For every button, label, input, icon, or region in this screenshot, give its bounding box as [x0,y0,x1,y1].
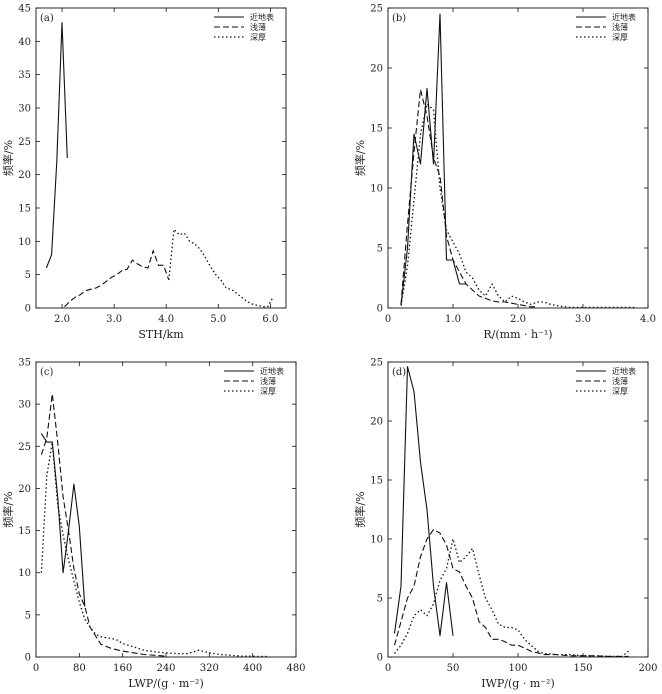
series-line-1 [40,433,86,607]
y-tick-label: 30 [18,104,31,115]
panel-label: (c) [40,367,54,378]
x-tick-label: 2.0 [510,314,526,325]
x-tick-label: 400 [243,663,262,674]
y-axis-title: 频率/% [353,140,367,176]
x-tick-label: 3.0 [106,314,122,325]
y-tick-label: 0 [377,653,383,664]
y-tick-label: 20 [370,417,383,428]
y-tick-label: 10 [370,184,383,195]
plot-frame [387,7,649,309]
series-line-3 [40,441,269,658]
y-tick-label: 25 [18,137,31,148]
y-tick-label: 20 [18,484,31,495]
y-axis-title: 频率/% [1,491,15,527]
chart-panel-2: 0 1.0 2.0 3.0 4.0 0 5 10 15 20 25 R/(mm · h⁻¹) 频率/% (… [353,4,656,342]
y-tick-label: 5 [377,244,383,255]
y-tick-label: 10 [18,568,31,579]
series-line-3 [393,538,629,658]
x-tick-label: 2.0 [54,314,70,325]
y-tick-label: 15 [370,476,383,487]
legend-label-2: 浅薄 [612,376,628,386]
legend-label-3: 深厚 [612,387,628,396]
series-line-2 [393,529,629,657]
x-tick-label: 320 [200,663,219,674]
y-tick-label: 0 [377,304,383,315]
series-line-2 [400,89,538,308]
chart-panel-4: 0 50 100 150 200 0 5 10 15 20 25 IWP/(g · m⁻²) 频率/% (… [353,358,658,691]
x-axis-title: STH/km [138,328,184,341]
legend-label-3: 深厚 [260,387,276,396]
x-axis-title: LWP/(g · m⁻²) [128,677,204,690]
y-tick-label: 5 [25,270,31,281]
plot-frame [35,7,287,309]
y-tick-label: 15 [18,526,31,537]
panel-label: (d) [392,367,406,378]
y-tick-label: 20 [18,170,31,181]
y-tick-label: 20 [370,64,383,75]
y-tick-label: 25 [370,4,383,15]
y-tick-label: 5 [25,610,31,621]
y-tick-label: 35 [18,70,31,81]
x-tick-label: 200 [638,663,657,674]
x-axis-title: IWP/(g · m⁻²) [481,677,555,690]
legend-label-2: 浅薄 [250,22,266,32]
y-tick-label: 10 [18,237,31,248]
series-line-1 [393,366,454,637]
legend-label-1: 近地表 [612,366,636,376]
plot-frame [35,361,297,658]
y-tick-label: 10 [370,535,383,546]
legend-label-1: 近地表 [250,12,274,22]
legend-label-1: 近地表 [260,366,284,376]
x-tick-label: 100 [508,663,527,674]
series-line-2 [40,393,167,657]
x-tick-label: 240 [156,663,175,674]
x-tick-label: 4.0 [158,314,174,325]
y-tick-label: 40 [18,37,31,48]
y-tick-label: 5 [377,594,383,605]
legend-label-1: 近地表 [612,12,636,22]
x-tick-label: 0 [385,314,391,325]
series-line-1 [45,22,68,269]
x-tick-label: 5.0 [210,314,226,325]
series-line-3 [400,103,635,309]
y-tick-label: 30 [18,400,31,411]
legend-label-3: 深厚 [612,33,628,42]
chart-panel-1: 2.0 3.0 4.0 5.0 6.0 0 5 10 15 20 25 30 35 40 45 STH/km 频… [1,4,287,341]
y-tick-label: 25 [370,358,383,369]
series-line-3 [168,228,274,308]
x-tick-label: 4.0 [640,314,656,325]
legend-label-2: 浅薄 [612,22,628,32]
y-tick-label: 15 [370,124,383,135]
x-tick-label: 150 [573,663,592,674]
y-tick-label: 0 [25,304,31,315]
panel-label: (a) [40,13,54,24]
y-tick-label: 45 [18,4,31,15]
y-axis-title: 频率/% [1,140,15,176]
x-tick-label: 50 [447,663,460,674]
x-tick-label: 80 [73,663,86,674]
x-tick-label: 6.0 [262,314,278,325]
x-tick-label: 1.0 [445,314,461,325]
chart-panel-3: 0 80 160 240 320 400 480 0 5 10 15 20 25 30 35 LWP/(g ·… [1,358,306,691]
x-tick-label: 480 [286,663,305,674]
x-tick-label: 0 [33,663,39,674]
x-tick-label: 0 [385,663,391,674]
y-tick-label: 15 [18,204,31,215]
y-tick-label: 0 [25,653,31,664]
y-tick-label: 25 [18,442,31,453]
legend-label-3: 深厚 [250,33,266,42]
series-line-2 [64,250,170,308]
y-axis-title: 频率/% [353,491,367,527]
series-line-1 [400,13,466,306]
x-axis-title: R/(mm · h⁻¹) [483,328,552,341]
panel-label: (b) [392,13,406,24]
legend-label-2: 浅薄 [260,376,276,386]
x-tick-label: 160 [113,663,132,674]
x-tick-label: 3.0 [575,314,591,325]
y-tick-label: 35 [18,358,31,369]
